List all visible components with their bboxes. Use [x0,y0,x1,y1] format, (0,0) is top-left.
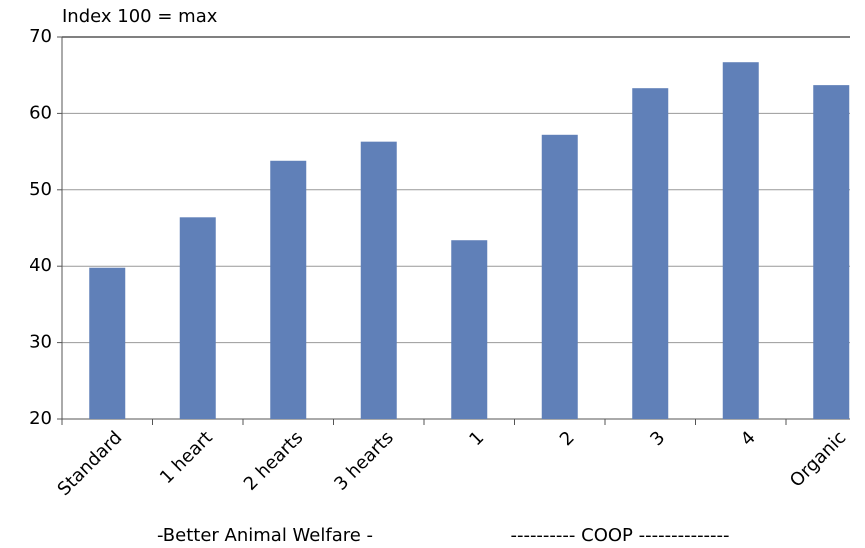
bar [270,160,307,419]
bar [541,134,578,420]
x-tick-label: 4 [737,427,760,450]
chart-title: Index 100 = max [62,6,218,27]
bar [722,62,759,419]
y-tick-label: 50 [29,179,52,200]
x-tick-label: 1 [465,427,488,450]
bar [179,217,216,419]
group-label: -Better Animal Welfare - [157,525,373,546]
x-tick-label: Standard [54,427,127,500]
x-tick-label: 1 heart [156,427,217,488]
bar [360,141,397,419]
x-tick-label: 2 hearts [240,427,308,495]
bar [451,240,488,419]
y-tick-label: 30 [29,332,52,353]
x-tick-label: 3 hearts [330,427,398,495]
y-tick-label: 40 [29,255,52,276]
bar [89,267,126,419]
bar [632,88,669,420]
x-tick-label: 3 [646,427,669,450]
x-tick-label: 2 [556,427,579,450]
y-tick-label: 60 [29,102,52,123]
y-tick-label: 20 [29,408,52,429]
bar [813,85,850,420]
x-tick-label: Organic [786,427,850,491]
y-tick-label: 70 [29,26,52,47]
group-label: ---------- COOP -------------- [510,525,729,546]
